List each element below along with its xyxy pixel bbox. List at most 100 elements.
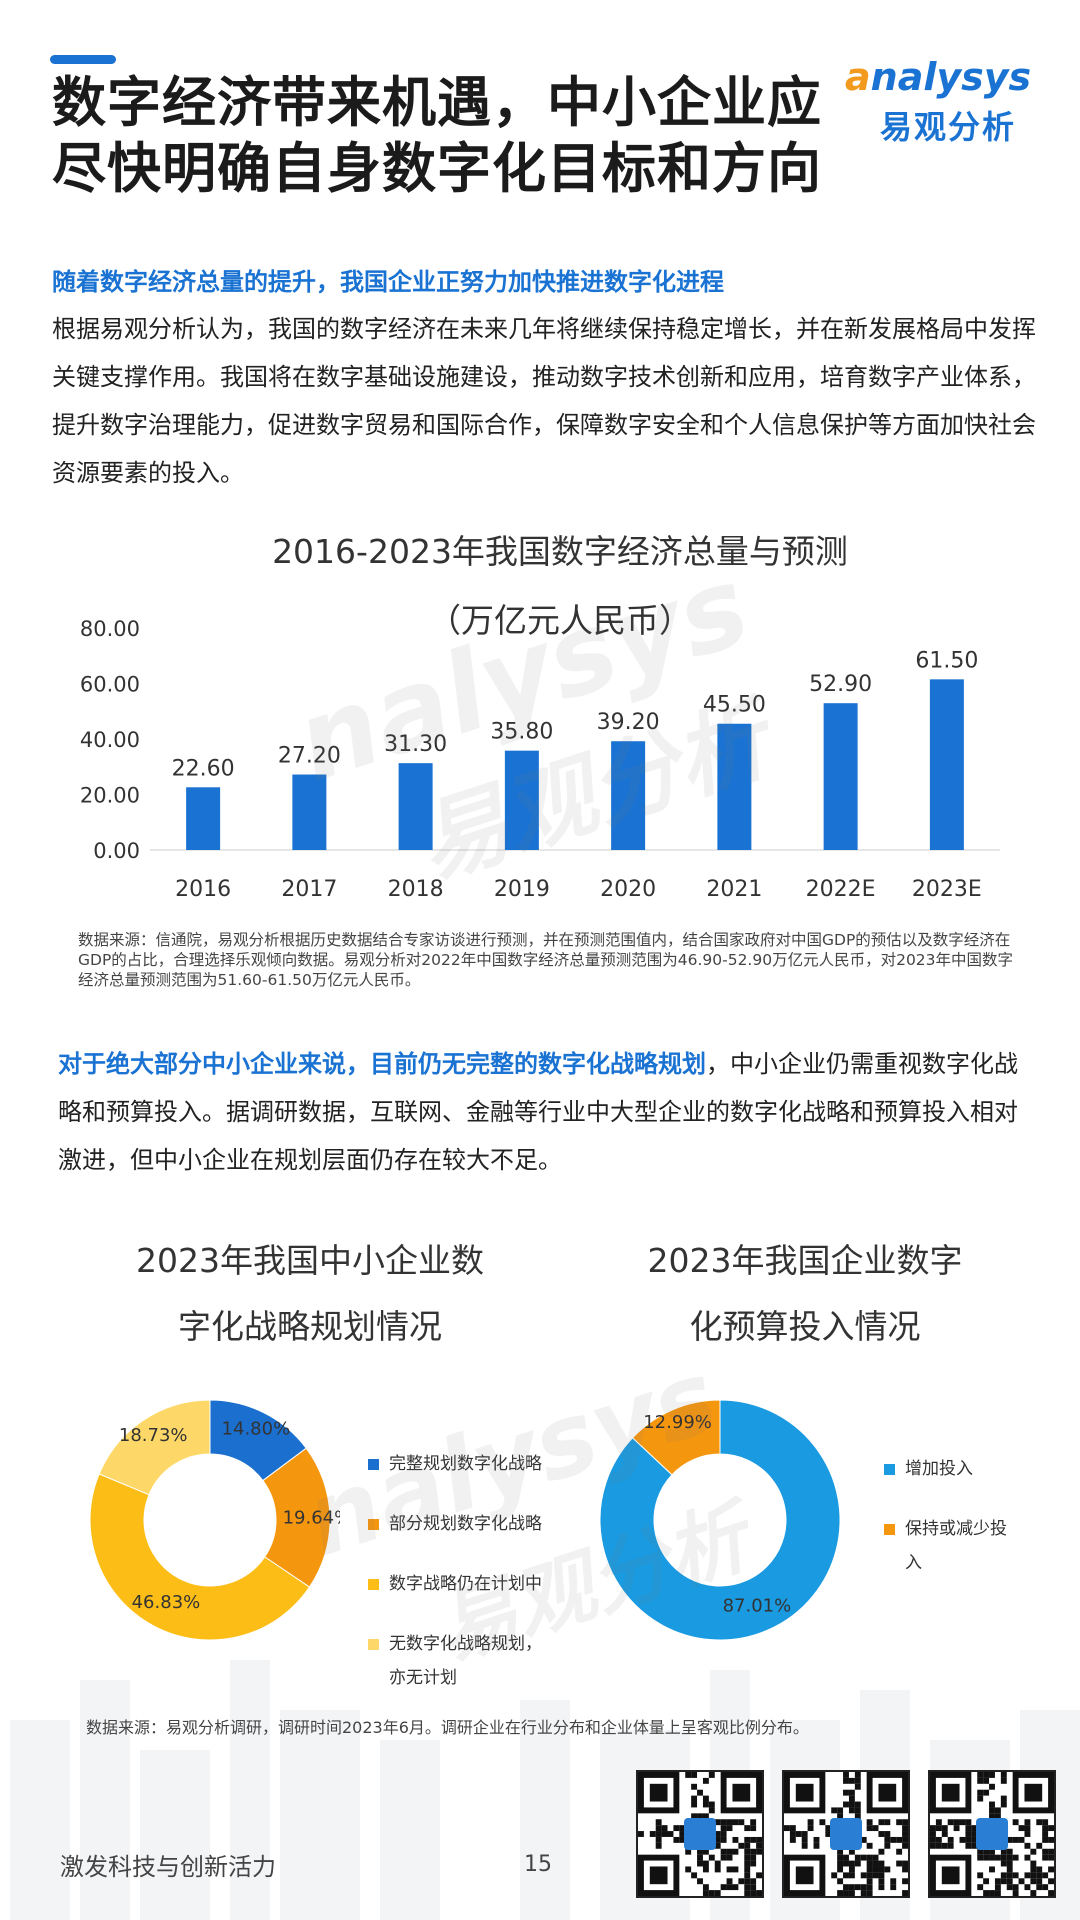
qr-module: [732, 1819, 739, 1826]
qr-finder-core: [878, 1783, 897, 1802]
qr-module: [726, 1884, 733, 1891]
pie1-title: 2023年我国中小企业数 字化战略规划情况: [100, 1228, 520, 1360]
qr-module: [977, 1772, 984, 1778]
title-accent-bar: [50, 55, 116, 64]
qr-module: [854, 1860, 861, 1867]
qr-module: [837, 1854, 844, 1861]
qr-module: [744, 1842, 751, 1849]
qr-module: [744, 1890, 751, 1896]
qr-module: [890, 1884, 897, 1891]
qr-module: [708, 1801, 715, 1808]
qr-module: [866, 1872, 873, 1879]
qr-module: [848, 1848, 855, 1855]
qr-module: [1000, 1878, 1007, 1885]
qr-module: [971, 1831, 978, 1837]
qr-module: [691, 1813, 698, 1820]
qr-module: [789, 1836, 796, 1843]
qr-module: [813, 1836, 820, 1843]
qr-module: [750, 1819, 757, 1826]
qr-module: [989, 1890, 995, 1896]
pie1-chart: 14.80% 19.64% 46.83% 18.73%: [89, 1399, 340, 1641]
qr-module: [697, 1848, 703, 1855]
qr-module: [994, 1890, 1001, 1896]
qr-module: [697, 1878, 703, 1885]
qr-module: [848, 1777, 855, 1784]
qr-module: [1024, 1842, 1031, 1849]
qr-module: [708, 1807, 715, 1814]
qr-module: [1030, 1890, 1037, 1896]
qr-module: [837, 1866, 844, 1873]
qr-module: [1018, 1878, 1025, 1885]
qr-module: [866, 1878, 873, 1885]
qr-module: [726, 1819, 733, 1826]
qr-module: [807, 1825, 814, 1832]
logo-letter-a: a: [845, 55, 871, 99]
qr-module: [655, 1836, 662, 1843]
qr-module: [667, 1831, 674, 1837]
qr-module: [837, 1813, 844, 1820]
qr-module: [994, 1854, 1001, 1861]
qr-module: [750, 1854, 757, 1861]
qr-module: [1012, 1836, 1019, 1843]
bar-value-label: 52.90: [809, 672, 872, 697]
pie-slice-label: 87.01%: [723, 1595, 792, 1616]
qr-module: [720, 1825, 727, 1832]
qr-module: [1030, 1860, 1037, 1867]
qr-module: [813, 1842, 820, 1849]
bar-value-label: 31.30: [384, 732, 447, 757]
y-tick-label: 20.00: [80, 784, 140, 808]
qr-finder-core: [1024, 1783, 1043, 1802]
qr-module: [890, 1836, 897, 1843]
qr-module: [720, 1884, 727, 1891]
qr-module: [989, 1813, 995, 1820]
pie-slice: [599, 1399, 841, 1641]
qr-module: [860, 1890, 867, 1896]
qr-finder-core: [649, 1866, 668, 1885]
qr-module: [714, 1836, 721, 1843]
qr-module: [1036, 1866, 1043, 1873]
qr-module: [744, 1884, 751, 1891]
qr-module: [732, 1848, 739, 1855]
qr-module: [837, 1878, 844, 1885]
legend-label: 保持或减少投: [905, 1519, 1007, 1539]
qr-module: [685, 1772, 692, 1778]
legend-item: 保持或减少投入: [884, 1512, 1034, 1580]
qr-module: [702, 1866, 709, 1873]
qr-module: [866, 1825, 873, 1832]
qr-module: [977, 1848, 984, 1855]
qr-module: [837, 1848, 844, 1855]
qr-module: [930, 1831, 936, 1837]
qr-module: [638, 1831, 644, 1837]
qr-module: [878, 1848, 885, 1855]
pie-slice-label: 14.80%: [222, 1419, 291, 1440]
qr-module: [714, 1819, 721, 1826]
qr-module: [732, 1866, 739, 1873]
qr-module: [947, 1842, 954, 1849]
qr-module: [866, 1884, 873, 1891]
qr-module: [941, 1842, 948, 1849]
bar: [398, 763, 433, 850]
qr-module: [744, 1860, 751, 1867]
legend-swatch: [368, 1578, 379, 1590]
qr-module: [884, 1866, 891, 1873]
qr-module: [884, 1842, 891, 1849]
qr-module: [750, 1848, 757, 1855]
qr-finder-core: [649, 1783, 668, 1802]
qr-module: [878, 1884, 885, 1891]
qr-module: [714, 1842, 721, 1849]
qr-module: [941, 1825, 948, 1832]
qr-module: [902, 1878, 908, 1885]
qr-module: [896, 1848, 903, 1855]
qr-module: [744, 1825, 751, 1832]
qr-module: [884, 1831, 891, 1837]
qr-module: [872, 1872, 879, 1879]
qr-module: [837, 1860, 844, 1867]
qr-module: [965, 1825, 972, 1832]
qr-module: [860, 1872, 867, 1879]
qr-module: [726, 1825, 733, 1832]
qr-module: [738, 1819, 745, 1826]
pie-slice-label: 19.64%: [283, 1507, 340, 1528]
qr-module: [872, 1860, 879, 1867]
qr-module: [1006, 1878, 1013, 1885]
qr-module: [1000, 1777, 1007, 1784]
